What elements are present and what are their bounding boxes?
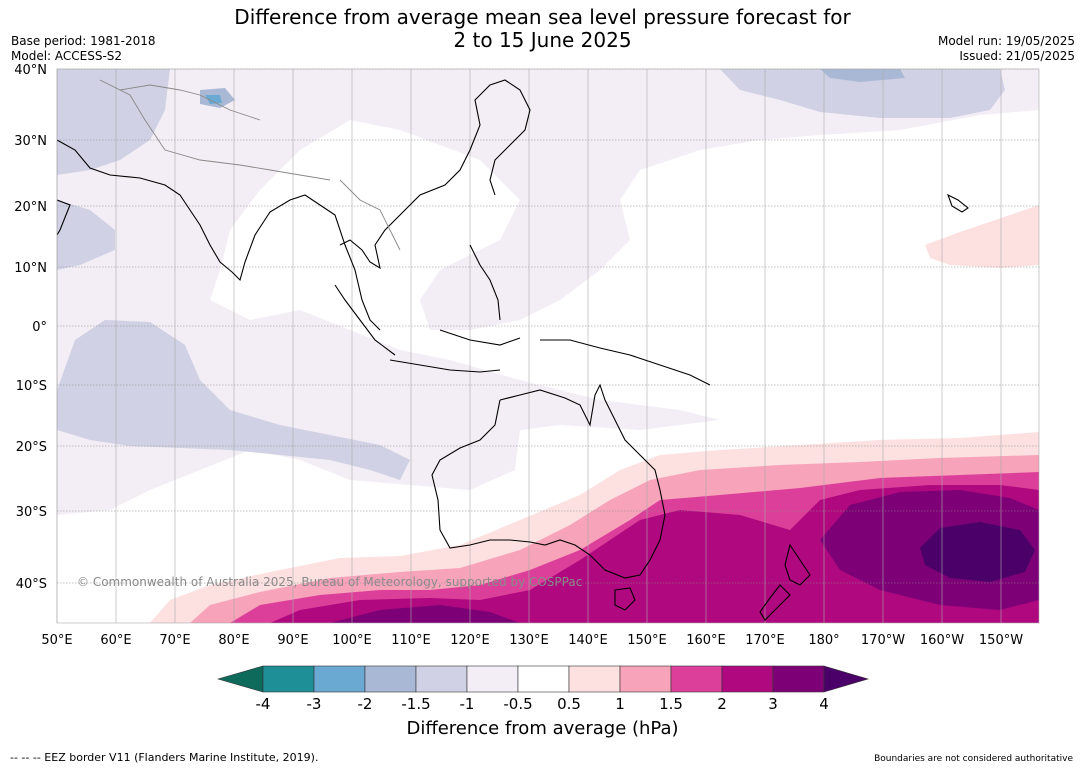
- colorbar-tick: 1: [615, 695, 625, 713]
- meridians: [56, 69, 1002, 623]
- colorbar-tick: 4: [819, 695, 829, 713]
- lat-label: 10°N: [14, 261, 47, 276]
- lon-label: 170°E: [745, 633, 785, 648]
- lat-label: 20°S: [16, 440, 47, 455]
- colorbar-tick: -3: [307, 695, 322, 713]
- longitude-labels: 50°E 60°E 70°E 80°E 90°E 100°E 110°E 120…: [41, 633, 1023, 648]
- map-title: Difference from average mean sea level p…: [234, 5, 851, 29]
- colorbar-tick: 3: [768, 695, 778, 713]
- colorbar-ticks: -4 -3 -2 -1.5 -1 -0.5 0.5 1 1.5 2 3 4: [256, 695, 829, 713]
- lon-label: 80°E: [218, 633, 249, 648]
- lon-label: 100°E: [332, 633, 372, 648]
- lat-label: 0°: [32, 320, 47, 335]
- colorbar-tick: -2: [358, 695, 373, 713]
- eez-border-note: -- -- -- EEZ border V11 (Flanders Marine…: [10, 751, 319, 764]
- coastlines: [57, 79, 969, 621]
- colorbar-tick: -1.5: [401, 695, 430, 713]
- colorbar-label: Difference from average (hPa): [406, 718, 679, 739]
- lat-label: 30°S: [16, 505, 47, 520]
- lon-label: 60°E: [100, 633, 131, 648]
- lon-label: 120°E: [450, 633, 490, 648]
- lat-label: 20°N: [14, 200, 47, 215]
- latitude-labels: 40°N 30°N 20°N 10°N 0° 10°S 20°S 30°S 40…: [14, 63, 47, 592]
- lon-label: 170°W: [861, 633, 905, 648]
- colorbar-tick: -0.5: [503, 695, 532, 713]
- colorbar-tick: -4: [256, 695, 271, 713]
- colorbar-extend-low: [216, 665, 264, 693]
- lat-label: 40°S: [16, 577, 47, 592]
- lon-label: 50°E: [41, 633, 72, 648]
- lon-label: 150°W: [979, 633, 1023, 648]
- lon-label: 180°: [808, 633, 839, 648]
- colorbar: [216, 665, 870, 693]
- colorbar-tick: -1: [460, 695, 475, 713]
- issued-date: Issued: 21/05/2025: [959, 49, 1075, 63]
- map-subtitle: 2 to 15 June 2025: [453, 28, 632, 52]
- lon-label: 130°E: [509, 633, 549, 648]
- model-name: Model: ACCESS-S2: [11, 49, 123, 63]
- country-borders: [99, 79, 401, 251]
- lon-label: 150°E: [627, 633, 667, 648]
- lon-label: 160°W: [920, 633, 964, 648]
- colorbar-tick: 0.5: [557, 695, 581, 713]
- model-run: Model run: 19/05/2025: [937, 34, 1075, 48]
- base-period: Base period: 1981-2018: [11, 34, 156, 48]
- lon-label: 160°E: [686, 633, 726, 648]
- pressure-anomaly-field: [57, 69, 1039, 623]
- colorbar-tick: 2: [717, 695, 727, 713]
- lon-label: 140°E: [568, 633, 608, 648]
- lon-label: 110°E: [391, 633, 431, 648]
- lon-label: 90°E: [277, 633, 308, 648]
- copyright-text: © Commonwealth of Australia 2025, Bureau…: [77, 575, 582, 589]
- lat-label: 40°N: [14, 63, 47, 78]
- lon-label: 70°E: [159, 633, 190, 648]
- boundaries-disclaimer: Boundaries are not considered authoritat…: [874, 754, 1073, 764]
- colorbar-tick: 1.5: [659, 695, 683, 713]
- lat-label: 30°N: [14, 134, 47, 149]
- lat-label: 10°S: [16, 379, 47, 394]
- colorbar-extend-high: [823, 665, 870, 693]
